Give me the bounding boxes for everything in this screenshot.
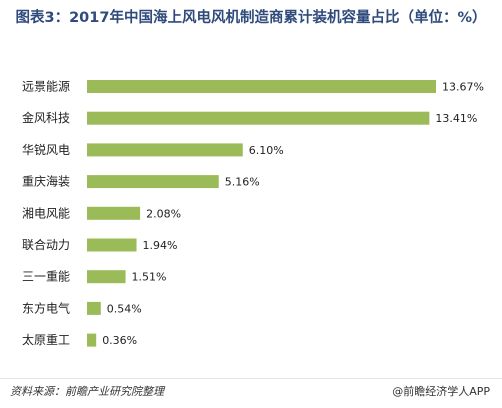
- bar: [87, 206, 141, 220]
- category-label: 湘电风能: [22, 205, 70, 220]
- bar: [87, 143, 243, 157]
- bar: [87, 270, 126, 284]
- value-label: 6.10%: [249, 144, 284, 157]
- chart-title: 图表3：2017年中国海上风电风机制造商累计装机容量占比（单位：%）: [15, 10, 487, 26]
- bar: [87, 175, 219, 189]
- bars: [87, 80, 436, 347]
- brand-credit: @前瞻经济学人APP: [392, 385, 490, 398]
- category-label: 东方电气: [22, 300, 70, 315]
- category-label: 重庆海装: [22, 174, 70, 189]
- value-label: 13.41%: [435, 112, 477, 125]
- value-label: 2.08%: [146, 207, 181, 220]
- category-label: 太原重工: [22, 332, 70, 347]
- category-label: 金风科技: [22, 110, 70, 125]
- category-label: 远景能源: [22, 80, 70, 94]
- bar: [87, 301, 101, 315]
- value-label: 0.36%: [102, 334, 137, 347]
- category-label: 华锐风电: [22, 143, 70, 157]
- bar: [87, 80, 436, 93]
- value-label: 1.94%: [143, 239, 178, 252]
- bar: [87, 111, 430, 125]
- value-label: 5.16%: [225, 176, 260, 189]
- value-labels: 13.67% 13.41% 6.10% 5.16% 2.08% 1.94% 1.51% 0.5…: [102, 81, 484, 348]
- footer-divider: [0, 378, 502, 379]
- value-label: 1.51%: [132, 271, 167, 284]
- bar: [87, 333, 97, 347]
- category-label: 联合动力: [22, 237, 70, 252]
- category-label: 三一重能: [22, 270, 70, 284]
- bar: [87, 238, 137, 252]
- value-label: 13.67%: [442, 81, 484, 94]
- value-label: 0.54%: [107, 302, 142, 315]
- source-note: 资料来源：前瞻产业研究院整理: [10, 385, 164, 398]
